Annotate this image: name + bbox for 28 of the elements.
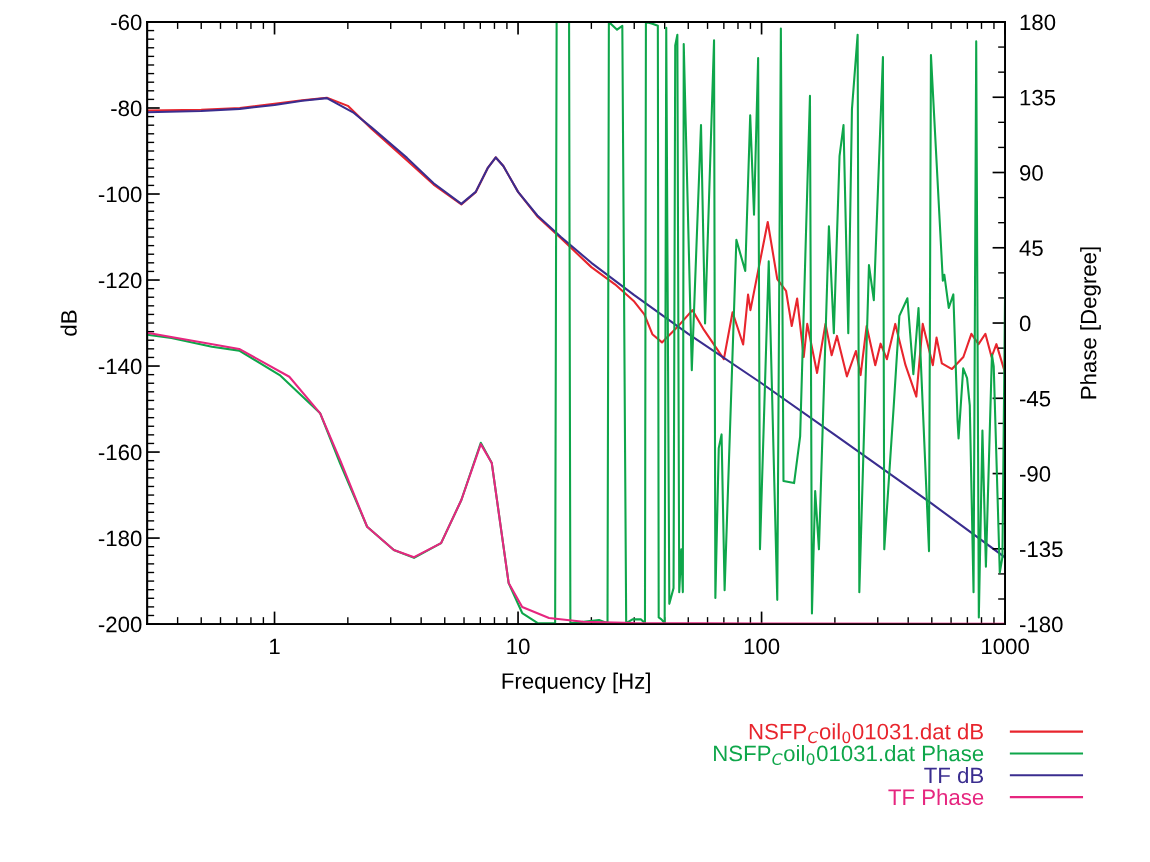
y-tick-label: -80 [111, 100, 142, 117]
x-tick-label: 10 [507, 638, 530, 655]
y2-tick-label: -45 [1019, 391, 1051, 407]
legend-label: TF Phase [888, 788, 984, 806]
y-tick-label: -200 [98, 616, 142, 633]
y2-tick-label: -135 [1019, 541, 1063, 558]
y-tick-label: -160 [98, 444, 142, 461]
x-tick-label: 1000 [982, 638, 1029, 655]
legend-label: TF dB [924, 766, 984, 784]
y-tick-label: -120 [98, 272, 142, 289]
y-tick-label: -140 [98, 358, 142, 375]
y-tick-label: -60 [111, 14, 142, 31]
y2-axis-title: Phase [Degree] [1080, 247, 1101, 399]
y-tick-label: -180 [98, 530, 142, 547]
y2-tick-label: 180 [1020, 14, 1056, 31]
legend-label: NSFP$_{C}$oil$_{0}$01031.dat dB [749, 723, 983, 744]
legend-label: NSFP$_{C}$oil$_{0}$01031.dat Phase [714, 745, 984, 765]
x-tick-label: 100 [744, 638, 780, 655]
x-tick-label: 1 [270, 638, 280, 655]
y-axis-title: dB [60, 310, 77, 336]
y2-tick-label: 45 [1019, 240, 1043, 257]
y2-tick-label: -180 [1019, 616, 1063, 633]
y2-tick-label: 0 [1019, 315, 1031, 332]
y2-tick-label: -90 [1019, 466, 1051, 482]
y2-tick-label: 135 [1020, 89, 1056, 106]
y-tick-label: -100 [98, 186, 142, 203]
x-axis-title: Frequency [Hz] [502, 672, 650, 694]
y2-tick-label: 90 [1020, 165, 1043, 181]
